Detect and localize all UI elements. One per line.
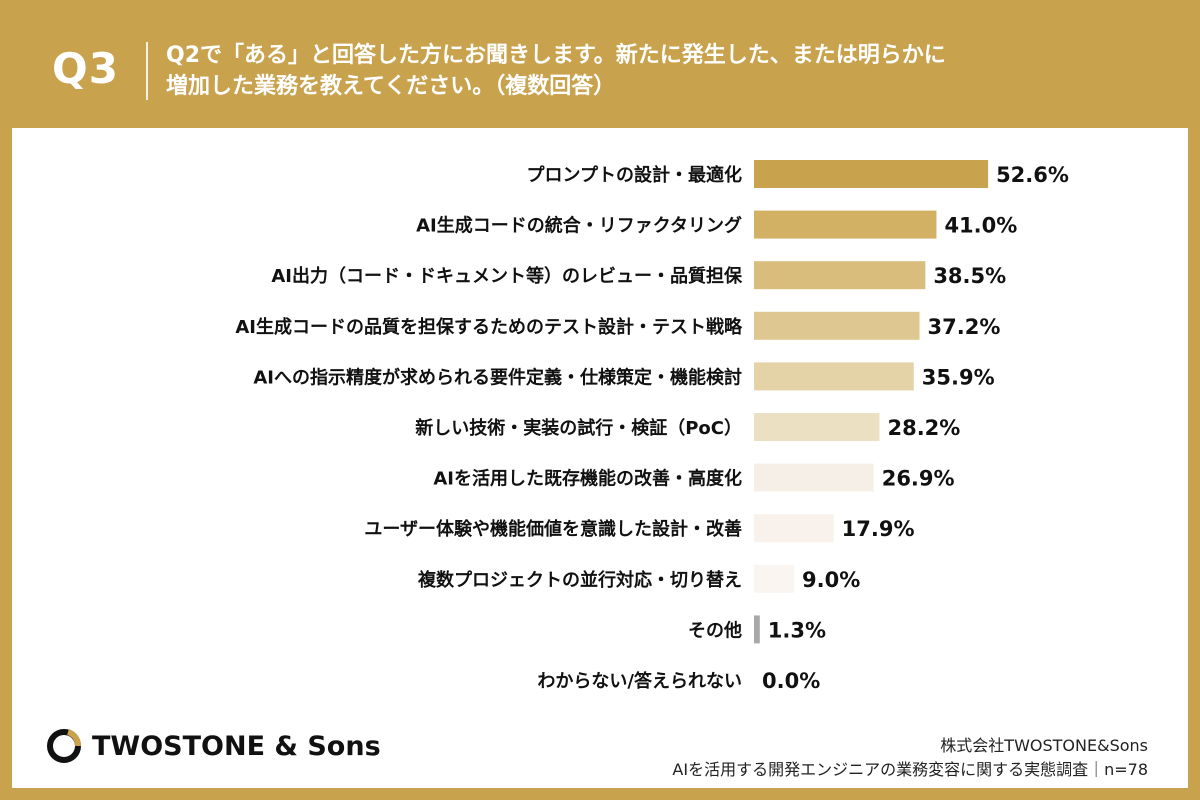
category-label: その他 xyxy=(688,619,742,641)
footer-credits: 株式会社TWOSTONE&Sons AIを活用する開発エンジニアの業務変容に関す… xyxy=(672,734,1148,782)
value-label: 26.9% xyxy=(882,467,955,491)
bar xyxy=(754,615,760,644)
value-label: 17.9% xyxy=(842,517,915,541)
question-number: Q3 xyxy=(52,44,119,93)
value-label: 1.3% xyxy=(768,618,826,642)
bar xyxy=(754,210,937,239)
brand-logo: TWOSTONE & Sons xyxy=(46,728,381,764)
category-label: AI出力（コード・ドキュメント等）のレビュー・品質担保 xyxy=(271,265,743,287)
bar xyxy=(754,362,914,391)
bar xyxy=(754,160,989,188)
category-label: 複数プロジェクトの並行対応・切り替え xyxy=(417,569,742,591)
bar xyxy=(754,413,880,441)
category-label: ユーザー体験や機能価値を意識した設計・改善 xyxy=(364,518,742,540)
value-label: 0.0% xyxy=(762,669,820,693)
category-label: AIへの指示精度が求められる要件定義・仕様策定・機能検討 xyxy=(253,366,742,388)
company-name: 株式会社TWOSTONE&Sons xyxy=(940,736,1148,755)
category-label: わからない/答えられない xyxy=(537,670,742,692)
category-label: プロンプトの設計・最適化 xyxy=(527,164,742,186)
value-label: 35.9% xyxy=(922,365,995,389)
bar xyxy=(754,463,874,492)
bar xyxy=(754,261,926,290)
value-label: 9.0% xyxy=(802,568,860,592)
bar xyxy=(754,514,834,543)
chart-panel: プロンプトの設計・最適化 52.6% AI生成コードの統合・リファクタリング 41.0… xyxy=(12,128,1188,788)
bar xyxy=(754,311,920,340)
bar-chart: プロンプトの設計・最適化 52.6% AI生成コードの統合・リファクタリング 41.0… xyxy=(235,160,1069,693)
bar xyxy=(754,564,795,593)
value-label: 41.0% xyxy=(944,214,1017,238)
category-label: 新しい技術・実装の試行・検証（PoC） xyxy=(415,417,742,439)
question-line-1: Q2で「ある」と回答した方にお聞きします。新たに発生した、または明らかに xyxy=(166,43,946,68)
category-label: AI生成コードの品質を担保するためのテスト設計・テスト戦略 xyxy=(235,316,743,338)
value-label: 52.6% xyxy=(996,163,1069,187)
category-label: AI生成コードの統合・リファクタリング xyxy=(416,215,742,237)
value-label: 28.2% xyxy=(887,416,960,440)
brand-name: TWOSTONE & Sons xyxy=(92,730,381,762)
brand-mark-icon xyxy=(47,729,81,763)
category-label: AIを活用した既存機能の改善・高度化 xyxy=(433,468,742,490)
value-label: 37.2% xyxy=(928,315,1001,339)
survey-title: AIを活用する開発エンジニアの業務変容に関する実態調査｜n=78 xyxy=(672,760,1148,779)
header-divider xyxy=(146,42,148,100)
value-label: 38.5% xyxy=(933,264,1006,288)
question-header: Q3 Q2で「ある」と回答した方にお聞きします。新たに発生した、または明らかに … xyxy=(0,0,1200,128)
question-line-2: 増加した業務を教えてください。（複数回答） xyxy=(166,74,616,99)
question-text: Q2で「ある」と回答した方にお聞きします。新たに発生した、または明らかに 増加し… xyxy=(166,40,1156,102)
